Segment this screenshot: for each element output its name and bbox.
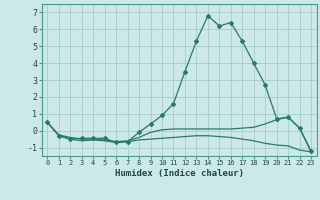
X-axis label: Humidex (Indice chaleur): Humidex (Indice chaleur): [115, 169, 244, 178]
